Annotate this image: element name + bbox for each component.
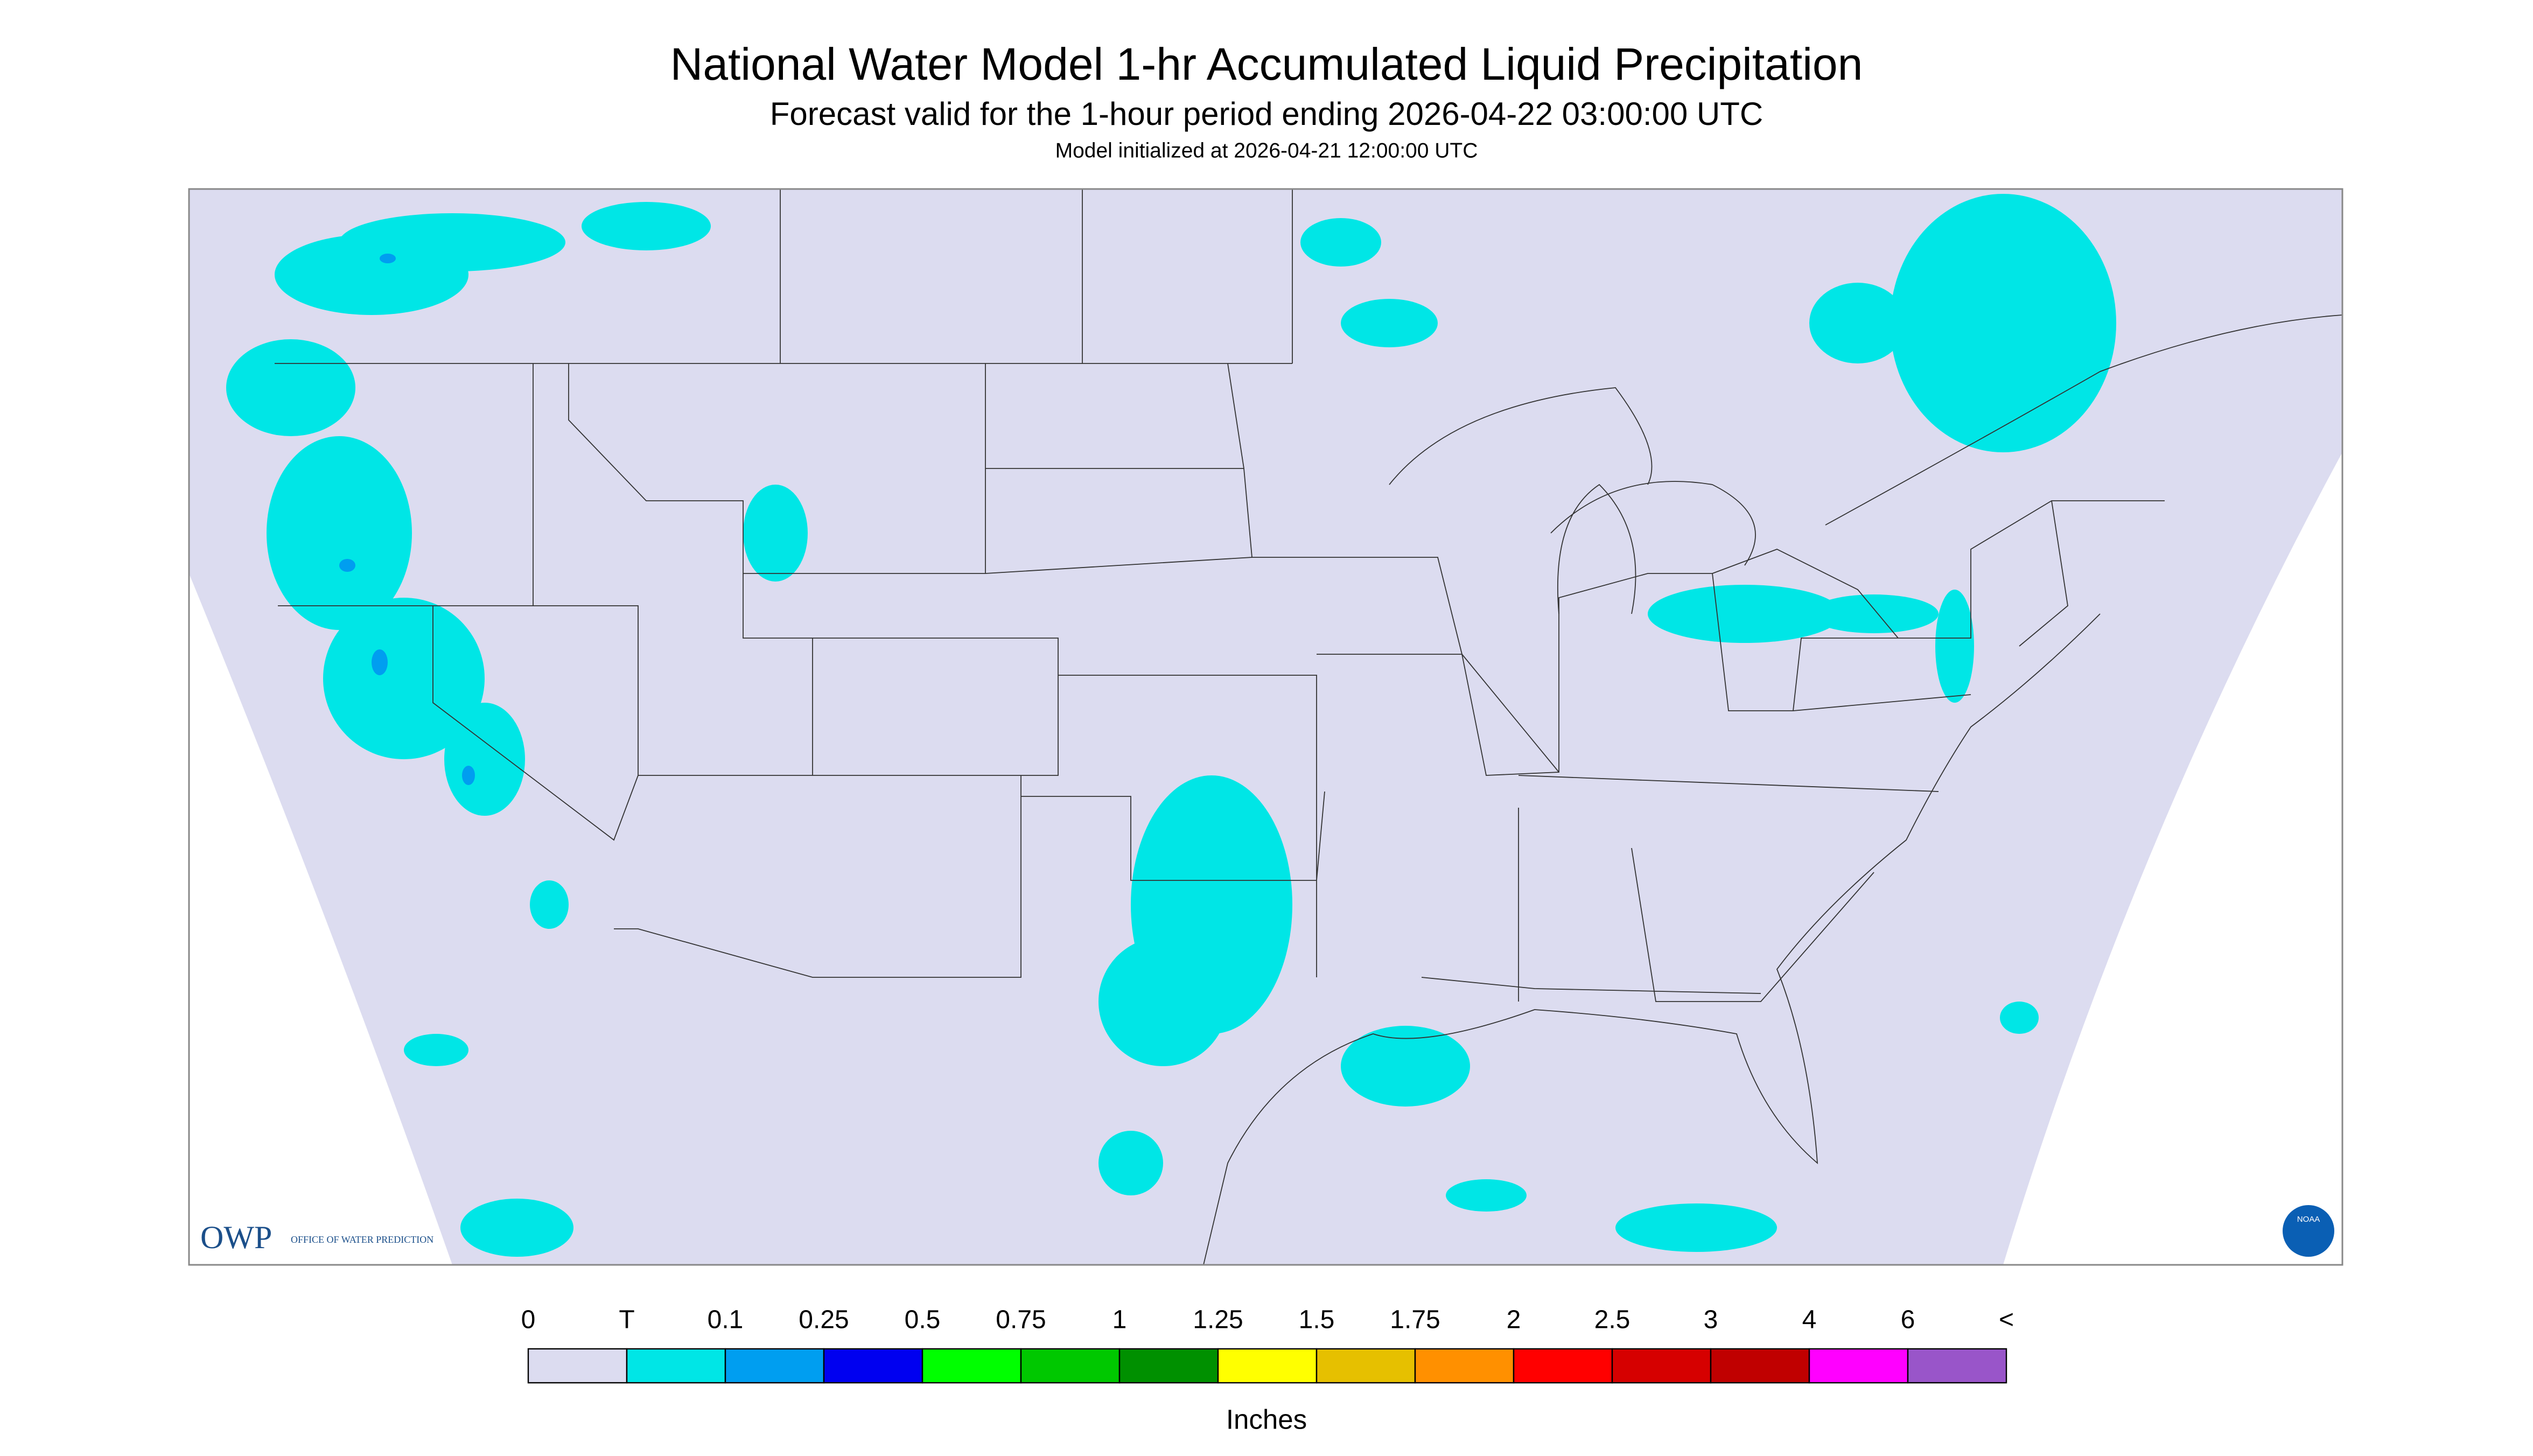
precip-area <box>1809 283 1906 364</box>
precip-area <box>267 436 412 631</box>
legend-label: 1.5 <box>1299 1306 1335 1334</box>
boundaries <box>275 189 2343 1265</box>
legend-swatch <box>1316 1348 1416 1384</box>
legend-label: 0.75 <box>996 1306 1046 1334</box>
legend-swatch <box>1217 1348 1318 1384</box>
map-frame <box>188 188 2343 1266</box>
legend-label: < <box>1999 1306 2014 1334</box>
precipitation <box>226 194 2116 1257</box>
legend-label: 1 <box>1112 1306 1127 1334</box>
precip-area <box>404 1034 468 1067</box>
precip-area <box>1648 585 1842 643</box>
legend-label: 3 <box>1704 1306 1718 1334</box>
legend-label: 2 <box>1507 1306 1521 1334</box>
legend-swatch <box>1808 1348 1909 1384</box>
owp-name: OFFICE OF WATER PREDICTION <box>291 1234 433 1245</box>
precip-area <box>1098 937 1228 1067</box>
legend-swatch <box>724 1348 825 1384</box>
legend-swatch <box>1611 1348 1712 1384</box>
legend-label: 1.75 <box>1390 1306 1440 1334</box>
legend-label: 1.25 <box>1193 1306 1243 1334</box>
legend-label: 0.1 <box>708 1306 744 1334</box>
legend-label: T <box>619 1306 634 1334</box>
legend-label: 2.5 <box>1594 1306 1631 1334</box>
precip-area <box>323 598 485 760</box>
precip-area <box>582 202 711 251</box>
outside-domain <box>189 573 452 1265</box>
legend-label: 0.5 <box>905 1306 941 1334</box>
precip-area <box>460 1199 573 1257</box>
precip-area <box>1300 218 1381 267</box>
precip-heavy <box>380 254 396 264</box>
noaa-logo <box>2283 1205 2334 1257</box>
legend: 0 T 0.1 0.25 0.5 0.75 1 1.25 1.5 1.75 2 2.5 3 4 6 < <box>521 1306 2014 1384</box>
legend-swatch <box>1118 1348 1219 1384</box>
legend-swatch <box>626 1348 726 1384</box>
legend-swatch <box>823 1348 923 1384</box>
precip-area <box>1341 1026 1470 1107</box>
title: National Water Model 1-hr Accumulated Li… <box>670 39 1863 89</box>
map <box>188 188 2343 1266</box>
init-time: Model initialized at 2026-04-21 12:00:00… <box>1055 139 1478 162</box>
precip-area <box>1615 1203 1777 1252</box>
legend-label: 4 <box>1802 1306 1817 1334</box>
precip-area <box>1935 590 1974 703</box>
legend-swatch <box>1020 1348 1121 1384</box>
legend-swatch <box>921 1348 1022 1384</box>
legend-swatch <box>527 1348 628 1384</box>
precip-area <box>226 339 355 437</box>
subtitle: Forecast valid for the 1-hour period end… <box>770 96 1763 132</box>
precip-heavy <box>462 766 475 786</box>
precip-area <box>2000 1002 2039 1034</box>
precip-area <box>1446 1179 1527 1212</box>
legend-swatch <box>1513 1348 1613 1384</box>
precip-area <box>1890 194 2116 453</box>
legend-label: 0.25 <box>799 1306 849 1334</box>
legend-label: 6 <box>1901 1306 1915 1334</box>
precip-heavy <box>372 649 388 676</box>
precip-area <box>339 213 565 272</box>
precip-area <box>1809 594 1939 634</box>
outside-domain <box>2003 452 2342 1265</box>
precip-area <box>1098 1131 1163 1196</box>
precip-area <box>444 703 525 816</box>
owp-logo: OWP <box>200 1220 272 1255</box>
legend-swatch <box>1414 1348 1515 1384</box>
precip-area <box>743 485 808 582</box>
noaa-label: NOAA <box>2297 1215 2320 1224</box>
precip-area <box>530 880 569 929</box>
legend-swatch <box>1907 1348 2007 1384</box>
legend-label: 0 <box>521 1306 536 1334</box>
precip-heavy <box>339 559 355 572</box>
legend-unit: Inches <box>1226 1404 1307 1434</box>
precip-area <box>1341 299 1438 348</box>
legend-swatch <box>1710 1348 1810 1384</box>
